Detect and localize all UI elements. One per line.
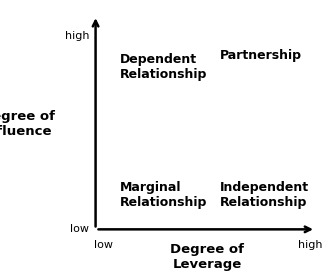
Text: Dependent
Relationship: Dependent Relationship bbox=[120, 53, 207, 81]
Text: high: high bbox=[64, 31, 89, 41]
Text: Independent
Relationship: Independent Relationship bbox=[220, 181, 309, 208]
Text: low: low bbox=[70, 224, 89, 234]
Text: Marginal
Relationship: Marginal Relationship bbox=[120, 181, 207, 208]
Text: Degree of
Leverage: Degree of Leverage bbox=[170, 243, 244, 271]
Text: low: low bbox=[94, 240, 113, 250]
Text: high: high bbox=[298, 240, 323, 250]
Text: Degree of
Influence: Degree of Influence bbox=[0, 110, 55, 138]
Text: Partnership: Partnership bbox=[220, 49, 302, 62]
